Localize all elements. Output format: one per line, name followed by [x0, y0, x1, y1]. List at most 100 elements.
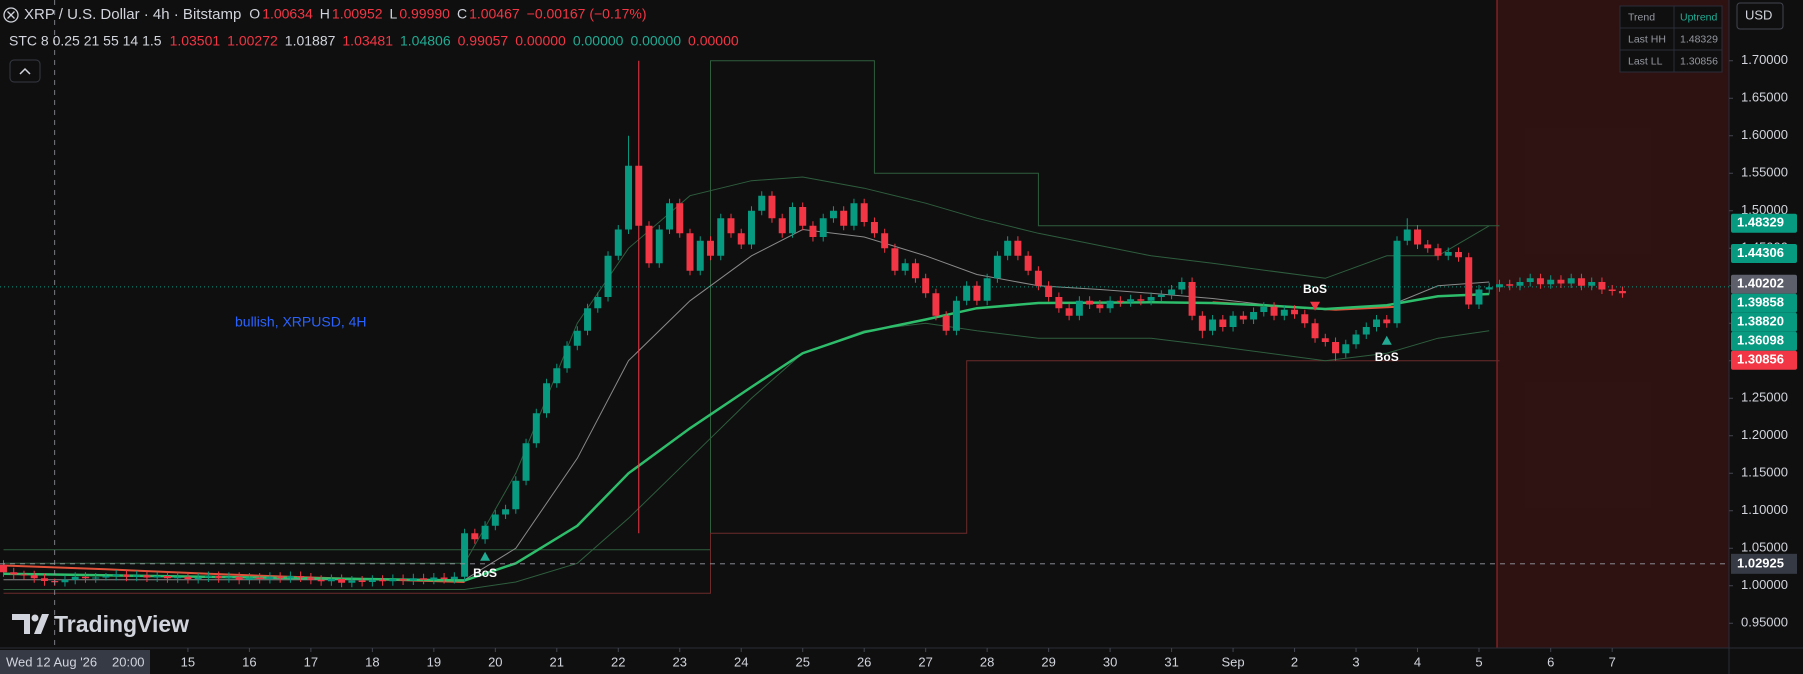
candle-body: [625, 165, 633, 230]
candle-body: [686, 233, 694, 271]
price-label: 1.44306: [1737, 245, 1784, 260]
candle-body: [1536, 278, 1544, 285]
candle-body: [1209, 319, 1217, 331]
candle-body: [1455, 252, 1462, 258]
price-label: 1.36098: [1737, 333, 1784, 348]
ohlc-value: 1.00467: [469, 6, 520, 22]
table-cell: 1.30856: [1680, 55, 1718, 67]
candle-body: [1014, 240, 1022, 256]
candle-body: [543, 383, 551, 414]
candle-body: [973, 285, 981, 301]
candle-body: [440, 577, 448, 579]
x-tick-label: 23: [673, 654, 687, 669]
collapse-button[interactable]: [9, 59, 41, 83]
candle-body: [604, 255, 612, 297]
bos-label: BoS: [1375, 350, 1399, 364]
y-tick-label: 1.25000: [1741, 390, 1788, 405]
y-tick-label: 1.05000: [1741, 540, 1788, 555]
bos-marker: [1381, 335, 1392, 345]
candle-body: [368, 579, 376, 582]
candle-body: [461, 533, 469, 577]
candle-body: [891, 248, 899, 271]
candle-body: [358, 580, 366, 582]
x-tick-label: 15: [181, 654, 195, 669]
indicator-value: 1.00272: [227, 33, 278, 49]
price-axis: 0.95000 1.00000 1.05000 1.10000 1.15000 1.200…: [0, 52, 1797, 674]
table-cell: Last LL: [1628, 55, 1663, 67]
candle-body: [1608, 289, 1616, 291]
candle-body: [829, 210, 837, 219]
price-label-box: [1731, 312, 1797, 332]
x-tick-label: 20: [488, 654, 502, 669]
candle-body: [1260, 306, 1268, 312]
x-tick-label: 30: [1103, 654, 1117, 669]
indicator-value: 0.00000: [573, 33, 624, 49]
candle-body: [471, 533, 479, 540]
price-label-box: [1731, 213, 1797, 233]
symbol-icon-mark: [7, 11, 15, 19]
candle-body: [450, 576, 458, 579]
indicator-value: 1.04806: [400, 33, 451, 49]
candle-body: [502, 509, 510, 515]
candle-body: [143, 575, 151, 578]
table-cell: Uptrend: [1680, 11, 1718, 23]
y-tick-label: 1.55000: [1741, 165, 1788, 180]
bos-label: BoS: [473, 566, 497, 580]
candle-body: [840, 210, 848, 226]
candle-body: [696, 240, 704, 271]
candle-body: [799, 207, 807, 226]
candle-body: [1250, 312, 1258, 320]
brand-logo: [12, 614, 49, 634]
overlay-line: [3, 60, 1500, 551]
candle-body: [584, 308, 592, 331]
price-label-box: [1731, 331, 1797, 351]
candle-body: [81, 576, 89, 579]
price-label: 1.39858: [1737, 295, 1784, 310]
bos-marker: [480, 551, 491, 561]
x-tick-label: 4: [1414, 654, 1421, 669]
x-tick-label: Sep: [1221, 654, 1244, 669]
candle-body: [133, 575, 141, 577]
indicator-name: STC 8 0.25 21 55 14 1.5: [9, 33, 162, 49]
indicator-value: 0.00000: [515, 33, 566, 49]
indicator-legend: STC 8 0.25 21 55 14 1.5 1.03501 1.00272 1.0…: [9, 33, 739, 49]
candle-body: [942, 315, 950, 331]
table-cell: Last HH: [1628, 33, 1666, 45]
y-tick-label: 1.65000: [1741, 90, 1788, 105]
ohlc-label: H: [320, 6, 330, 22]
candle-body: [1086, 300, 1094, 305]
candle-body: [1444, 252, 1452, 256]
candle-body: [1178, 282, 1186, 290]
header: XRP / U.S. Dollar · 4h · Bitstamp O 1.0063…: [24, 6, 647, 23]
crosshair-time: 20:00: [112, 654, 145, 669]
candle-body: [1219, 319, 1227, 327]
info-table-cells: Trend Uptrend Last HH 1.48329 Last LL 1.30856: [1620, 6, 1722, 72]
candle-body: [1588, 282, 1596, 286]
candle-body: [338, 579, 346, 583]
candle-body: [297, 576, 305, 578]
x-tick-label: 26: [857, 654, 871, 669]
currency-button[interactable]: [1736, 2, 1784, 30]
x-tick-label: 16: [242, 654, 256, 669]
table-cell: 1.48329: [1680, 33, 1718, 45]
candle-body: [881, 233, 889, 249]
candle-body: [1567, 278, 1575, 284]
candle-body: [194, 577, 202, 579]
candle-body: [788, 207, 796, 234]
candle-body: [911, 263, 919, 279]
y-tick-label: 1.50000: [1741, 202, 1788, 217]
ohlc-label: C: [457, 6, 467, 22]
candle-body: [379, 579, 387, 582]
candle-body: [676, 203, 684, 234]
crosshair-price-box: [1731, 553, 1797, 574]
candle-body: [225, 576, 233, 579]
candle-body: [389, 579, 397, 582]
x-tick-label: 6: [1547, 654, 1554, 669]
candle-body: [1383, 319, 1391, 324]
annotation-text: bullish, XRPUSD, 4H: [235, 314, 367, 330]
candle-body: [1229, 315, 1237, 327]
candle-body: [348, 580, 356, 583]
indicator-value: 0.00000: [688, 33, 739, 49]
ohlc-value: 0.99990: [399, 6, 450, 22]
